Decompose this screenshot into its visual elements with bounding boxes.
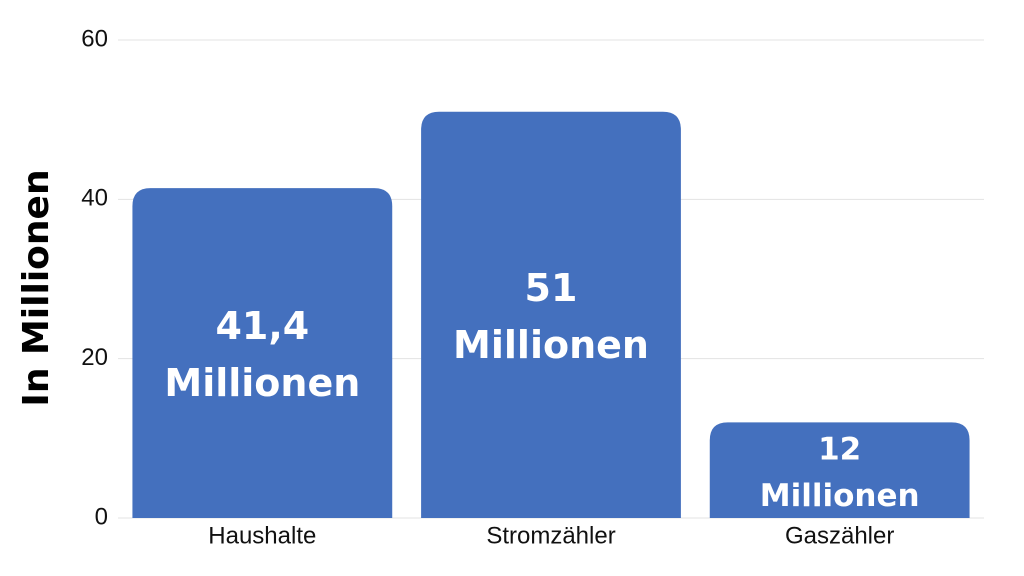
x-tick-label: Haushalte [208,522,316,549]
y-tick-label: 0 [95,503,108,530]
x-tick-label: Gaszähler [785,522,894,549]
value-label: Millionen [453,323,649,367]
y-tick-label: 20 [81,344,108,371]
value-label: Millionen [164,361,360,405]
value-label: 12 [818,431,861,467]
y-tick-label: 60 [81,25,108,52]
x-tick-label: Stromzähler [486,522,615,549]
value-label: 51 [525,266,578,310]
y-tick-label: 40 [81,185,108,212]
y-axis-label: In Millionen [16,169,57,406]
value-label: Millionen [760,478,920,514]
bar [709,422,970,518]
bar [132,188,393,518]
value-label: 41,4 [215,304,309,348]
bar [421,111,681,518]
